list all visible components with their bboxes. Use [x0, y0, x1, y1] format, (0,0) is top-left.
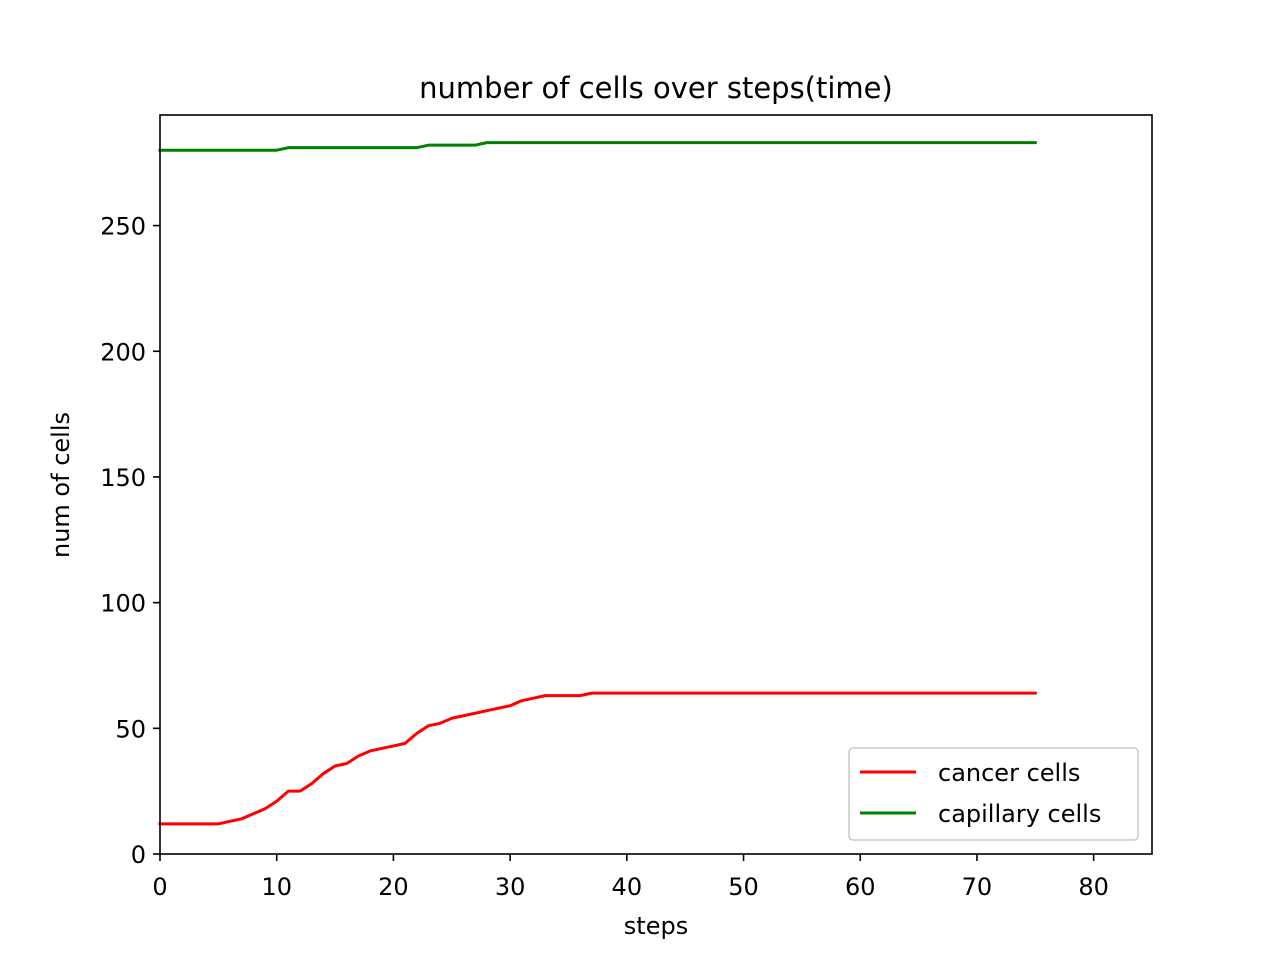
- x-tick-label: 10: [261, 873, 292, 901]
- y-tick-label: 50: [115, 715, 146, 743]
- y-tick-label: 100: [100, 590, 146, 618]
- x-tick-label: 70: [962, 873, 993, 901]
- y-tick-label: 200: [100, 338, 146, 366]
- x-axis-label: steps: [624, 912, 688, 940]
- y-tick-label: 150: [100, 464, 146, 492]
- y-axis-label: num of cells: [47, 412, 75, 558]
- y-tick-label: 0: [131, 841, 146, 869]
- axis-ticks: 0 10 20 30 40 50 60 70 80 0 50 100 150 200 250: [100, 213, 1109, 901]
- x-tick-label: 60: [845, 873, 876, 901]
- chart-title: number of cells over steps(time): [419, 71, 893, 105]
- legend: cancer cells capillary cells: [848, 747, 1139, 841]
- legend-label-capillary-cells: capillary cells: [938, 800, 1101, 828]
- series-lines: [158, 141, 1037, 826]
- y-tick-label: 250: [100, 213, 146, 241]
- x-tick-label: 40: [612, 873, 643, 901]
- series-line-cancer-cells: [158, 691, 1037, 826]
- x-tick-label: 20: [378, 873, 409, 901]
- legend-frame: [848, 747, 1139, 841]
- plot-frame: [159, 114, 1153, 855]
- legend-label-cancer-cells: cancer cells: [938, 759, 1080, 787]
- series-line-capillary-cells: [158, 141, 1037, 152]
- x-tick-label: 80: [1078, 873, 1109, 901]
- x-tick-label: 0: [152, 873, 167, 901]
- x-tick-label: 50: [728, 873, 759, 901]
- x-tick-label: 30: [495, 873, 526, 901]
